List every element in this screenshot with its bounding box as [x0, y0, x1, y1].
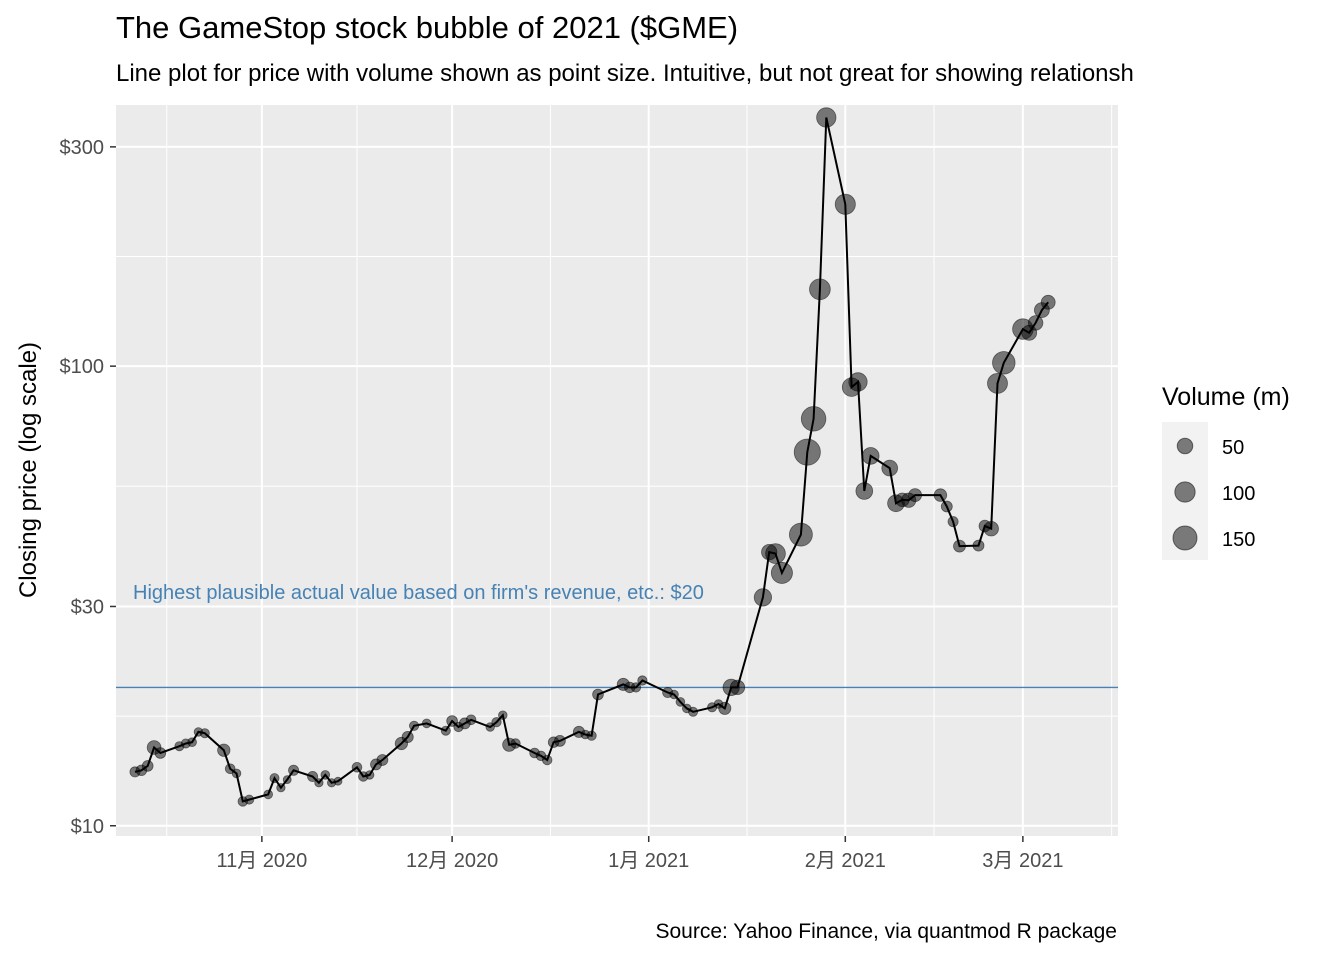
- data-point: [282, 775, 292, 784]
- y-tick-label: $300: [60, 137, 105, 159]
- legend-key-circle: [1172, 525, 1198, 551]
- data-point: [793, 438, 821, 466]
- data-point: [718, 701, 732, 715]
- data-point: [231, 768, 242, 779]
- data-point: [770, 561, 793, 584]
- data-point: [365, 770, 375, 780]
- data-point: [940, 500, 953, 513]
- data-point: [320, 770, 331, 780]
- data-point: [554, 735, 566, 747]
- data-point: [187, 737, 197, 747]
- data-point: [263, 789, 274, 800]
- legend: Volume (m) 50 100 150: [1162, 383, 1290, 560]
- legend-label: 100: [1222, 483, 1255, 505]
- data-point: [491, 717, 502, 728]
- data-point: [987, 372, 1008, 394]
- data-point: [307, 771, 319, 783]
- data-point: [908, 488, 922, 503]
- data-point: [637, 675, 648, 686]
- data-point: [408, 720, 420, 731]
- data-point: [314, 778, 324, 788]
- data-point: [276, 783, 286, 793]
- data-point: [816, 107, 837, 128]
- data-point: [401, 731, 414, 744]
- data-point: [669, 689, 679, 700]
- data-point: [947, 516, 959, 528]
- data-point: [688, 706, 699, 717]
- data-point: [592, 688, 604, 701]
- data-point: [729, 679, 746, 696]
- data-point: [881, 459, 898, 477]
- data-point: [217, 743, 231, 757]
- data-point: [141, 760, 154, 772]
- legend-title: Volume (m): [1162, 383, 1290, 411]
- grid-major: [116, 105, 1118, 836]
- y-axis: $10 $30 $100 $300: [60, 137, 116, 838]
- chart-title: The GameStop stock bubble of 2021 ($GME): [116, 10, 739, 45]
- data-point: [1040, 294, 1056, 310]
- reference-line-label: Highest plausible actual value based on …: [133, 582, 704, 604]
- x-tick-label: 12月 2020: [406, 850, 498, 872]
- chart-caption: Source: Yahoo Finance, via quantmod R pa…: [655, 920, 1117, 943]
- x-tick-label: 3月 2021: [982, 850, 1063, 872]
- x-tick-label: 1月 2021: [608, 850, 689, 872]
- plot-panel: [116, 105, 1118, 836]
- data-point: [753, 588, 773, 607]
- data-point: [465, 714, 477, 726]
- grid-minor: [116, 105, 1118, 836]
- data-point: [992, 351, 1016, 375]
- data-point: [933, 488, 948, 502]
- y-tick-label: $100: [60, 356, 105, 378]
- data-point: [834, 193, 856, 215]
- data-point: [855, 482, 874, 500]
- data-point: [861, 447, 880, 465]
- data-point: [848, 372, 868, 392]
- data-point: [333, 776, 343, 786]
- legend-label: 150: [1222, 529, 1255, 551]
- data-point: [765, 543, 786, 564]
- data-point: [586, 730, 597, 741]
- data-point: [510, 738, 521, 749]
- data-point: [983, 521, 999, 537]
- data-point: [1027, 315, 1044, 331]
- legend-key-circle: [1176, 437, 1194, 455]
- data-point: [269, 773, 280, 784]
- chart-subtitle: Line plot for price with volume shown as…: [116, 60, 1134, 87]
- y-axis-title: Closing price (log scale): [15, 342, 42, 598]
- data-point: [789, 522, 813, 547]
- data-point: [288, 764, 300, 776]
- data-point: [498, 710, 508, 720]
- data-point: [376, 754, 389, 766]
- x-tick-label: 2月 2021: [805, 850, 886, 872]
- data-point: [630, 682, 642, 693]
- volume-points: [129, 107, 1056, 807]
- data-point: [440, 725, 451, 736]
- y-tick-label: $10: [71, 816, 104, 838]
- data-point: [953, 539, 966, 553]
- legend-label: 50: [1222, 437, 1244, 459]
- y-tick-label: $30: [71, 596, 104, 618]
- data-point: [351, 761, 363, 773]
- data-point: [199, 728, 210, 739]
- data-point: [800, 406, 827, 432]
- data-point: [421, 718, 432, 729]
- data-point: [809, 278, 831, 301]
- x-tick-label: 11月 2020: [216, 850, 307, 872]
- data-point: [154, 747, 167, 759]
- x-axis: 11月 2020 12月 2020 1月 2021 2月 2021 3月 2021: [216, 836, 1063, 872]
- data-point: [542, 754, 553, 766]
- data-point: [675, 697, 686, 707]
- data-point: [972, 539, 985, 552]
- legend-key-circle: [1174, 481, 1196, 503]
- data-point: [244, 794, 255, 805]
